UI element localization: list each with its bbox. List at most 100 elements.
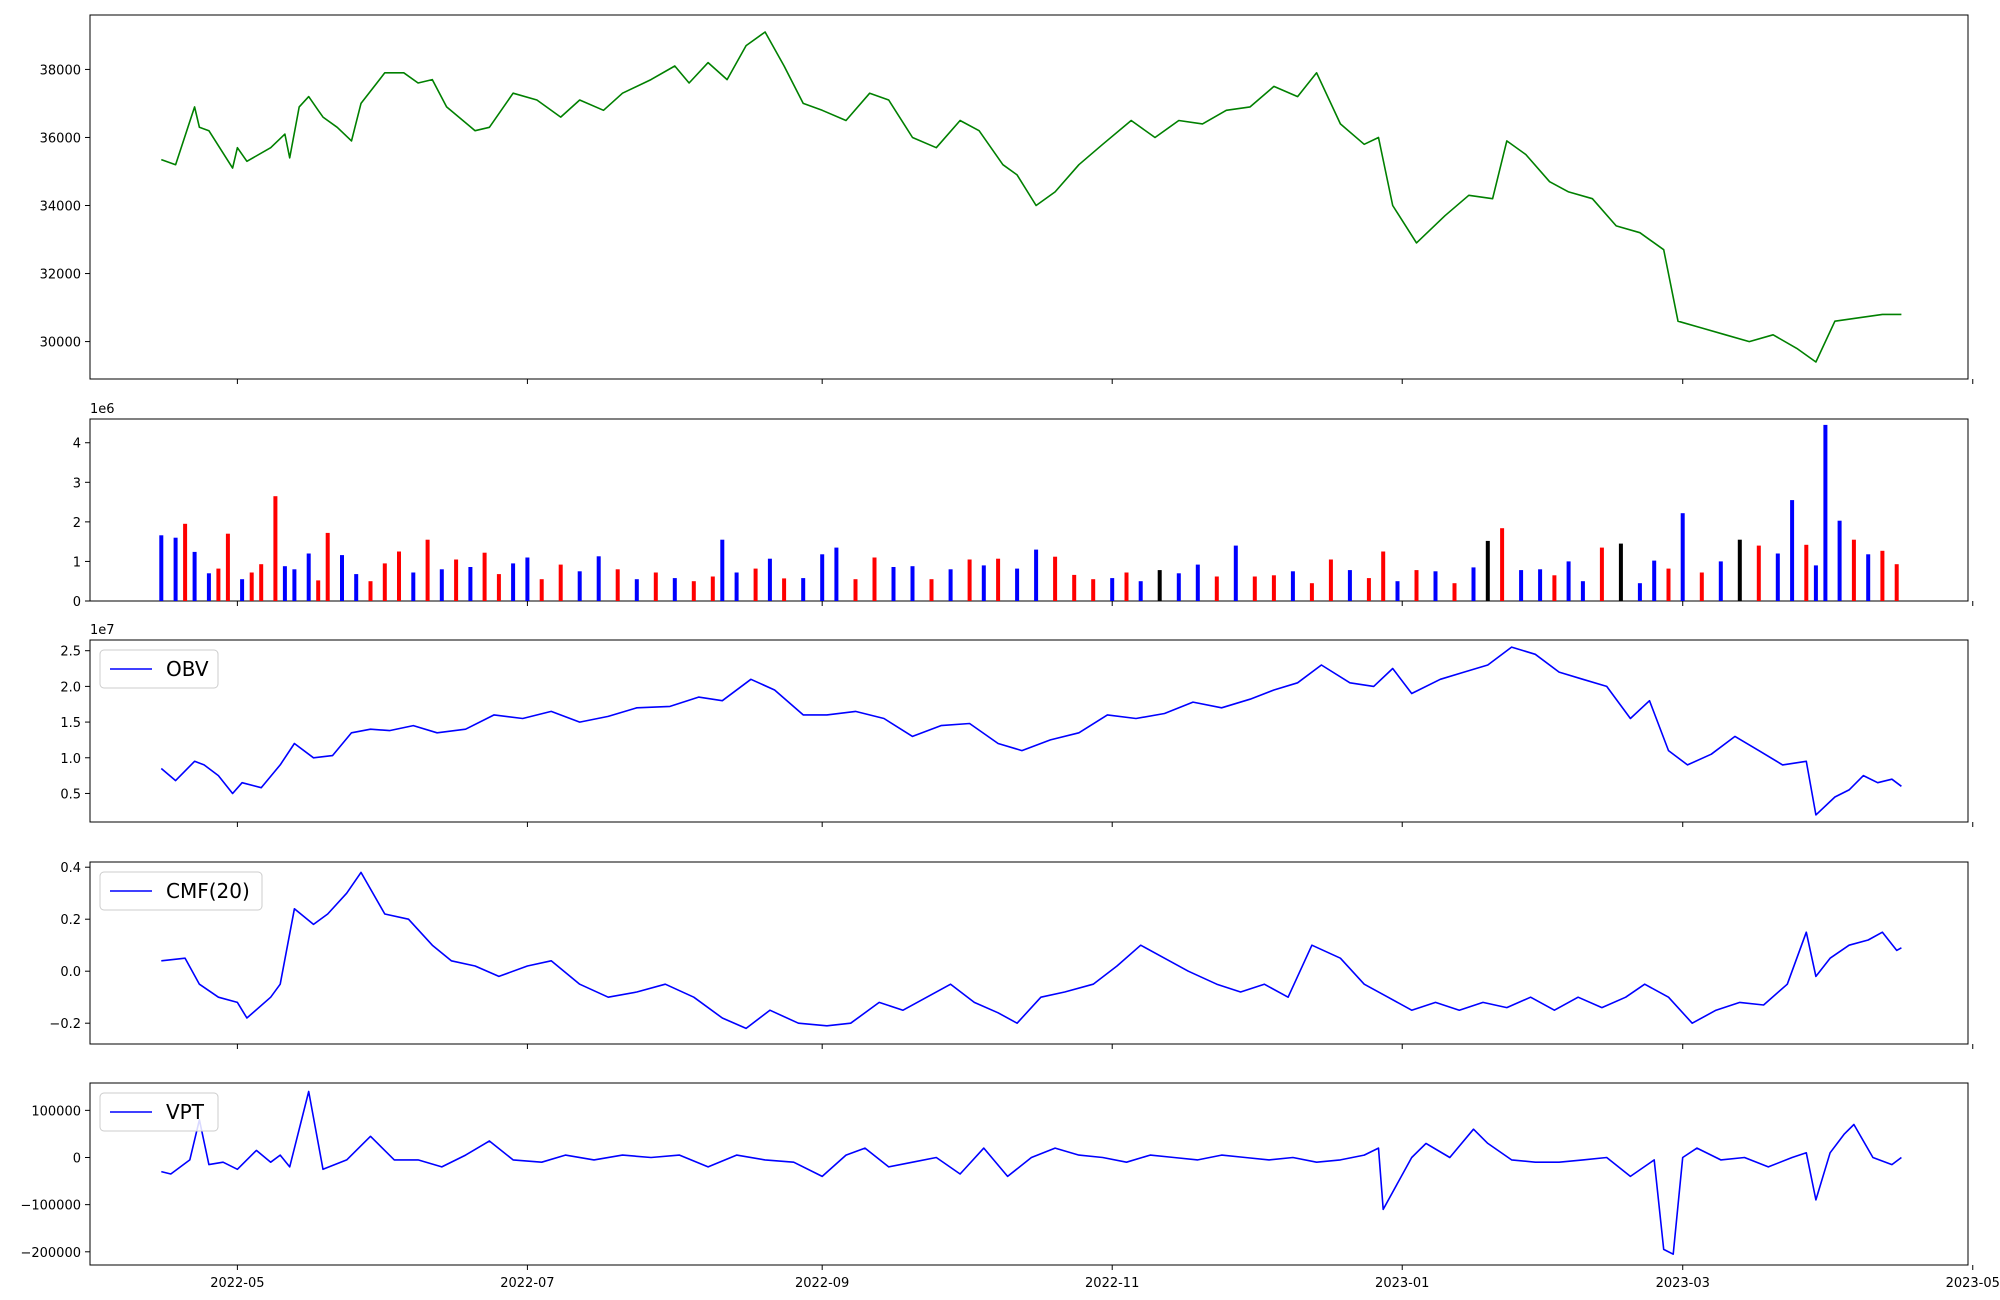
volume-bar (710, 576, 715, 601)
xtick-label: 2022-11 (1085, 1276, 1139, 1291)
volume-bar (1699, 572, 1704, 601)
obv-legend-box (99, 649, 219, 689)
xtick-label: 2022-05 (210, 1276, 264, 1291)
volume-bar (653, 572, 658, 601)
vpt-ytick-label: 100000 (31, 1104, 81, 1119)
vpt-legend-box (99, 1092, 219, 1132)
price-ytick-label: 38000 (40, 63, 81, 78)
volume-ytick-label: 2 (73, 516, 81, 531)
volume-bar (240, 579, 245, 601)
vpt-legend-label: VPT (166, 1100, 205, 1124)
volume-bar (967, 559, 972, 601)
volume-bar (1157, 570, 1162, 601)
volume-bar (910, 566, 915, 601)
volume-bar (225, 533, 230, 601)
volume-bar (1823, 424, 1828, 601)
volume-bar (820, 554, 825, 601)
volume-bar (1271, 575, 1276, 601)
volume-bar (340, 555, 344, 601)
volume-bar (216, 568, 221, 601)
volume-ytick-label: 0 (73, 595, 81, 610)
volume-bar (1485, 540, 1490, 601)
volume-bar (948, 569, 953, 601)
volume-bar (891, 567, 896, 601)
volume-bar (192, 551, 197, 601)
xtick-label: 2023-01 (1375, 1276, 1429, 1291)
volume-bar (720, 539, 725, 601)
volume-bar (1680, 513, 1685, 601)
volume-bar (397, 551, 401, 601)
price-ytick-label: 36000 (40, 131, 81, 146)
obv-axes-frame (89, 639, 1969, 823)
volume-bar (1091, 579, 1096, 601)
obv-ytick-label: 1.0 (60, 752, 81, 767)
volume-bar (1756, 545, 1761, 601)
volume-bar (1618, 543, 1623, 601)
volume-bar (1176, 573, 1181, 601)
volume-bar (1851, 539, 1856, 601)
xtick-label: 2023-03 (1656, 1276, 1710, 1291)
volume-bar (368, 581, 373, 601)
volume-bar (1214, 576, 1219, 601)
volume-bar (1737, 539, 1742, 601)
volume-bar (1072, 574, 1077, 601)
vpt-axes-frame (89, 1082, 1969, 1266)
cmf-series-line (161, 871, 1902, 1030)
volume-bar (853, 579, 858, 601)
volume-bar (1233, 545, 1238, 601)
volume-bar (1195, 564, 1200, 601)
volume-bar (734, 572, 739, 601)
volume-bar (1252, 576, 1257, 601)
volume-bar (1599, 547, 1604, 601)
volume-bar (316, 580, 321, 601)
volume-bar (615, 569, 620, 601)
vpt-panel: −200000 −100000 0 100000 2022-05 2022-07 2022-… (20, 1082, 2000, 1291)
volume-bar (1110, 578, 1115, 601)
vpt-ytick-label: −100000 (20, 1199, 81, 1214)
volume-bar (834, 547, 839, 601)
volume-bar (1718, 561, 1723, 601)
volume-bar (782, 578, 787, 601)
volume-bar (1395, 581, 1400, 601)
volume-bar (872, 557, 877, 601)
volume-bar (801, 578, 806, 601)
volume-bar (1471, 567, 1476, 601)
xtick-label: 2023-05 (1946, 1276, 2000, 1291)
volume-bar (1138, 581, 1143, 601)
volume-bar (929, 579, 934, 601)
volume-bar (1652, 560, 1657, 601)
xtick-label: 2022-09 (795, 1276, 849, 1291)
volume-bar (1452, 583, 1457, 601)
volume-bar (1880, 550, 1885, 601)
volume-bar (468, 567, 473, 601)
volume-bar (1433, 571, 1438, 601)
volume-bar (411, 572, 416, 601)
volume-offset-label: 1e6 (90, 402, 115, 417)
volume-bar (1837, 520, 1842, 601)
obv-series-line (160, 646, 1902, 816)
volume-bar (767, 558, 772, 601)
volume-bar (496, 574, 501, 601)
volume-axes-frame (89, 418, 1969, 602)
volume-bar (981, 565, 986, 601)
volume-bar (634, 579, 639, 601)
volume-bar (206, 573, 211, 601)
volume-ytick-label: 4 (73, 437, 81, 452)
volume-bar (1015, 568, 1020, 601)
price-axes-frame (89, 14, 1969, 380)
volume-bar (1775, 553, 1780, 601)
volume-bar (325, 532, 330, 601)
obv-legend-label: OBV (166, 657, 209, 681)
volume-bar (1894, 564, 1899, 601)
volume-bar (1804, 544, 1809, 601)
obv-ytick-label: 1.5 (60, 716, 81, 731)
volume-bar (1366, 578, 1371, 601)
obv-ytick-label: 0.5 (60, 787, 81, 802)
volume-bar (273, 496, 278, 601)
volume-bar (1580, 581, 1585, 601)
price-ytick-label: 32000 (40, 268, 81, 283)
volume-ytick-label: 1 (73, 555, 81, 570)
vpt-ytick-label: −200000 (20, 1246, 81, 1261)
volume-bar (259, 564, 264, 601)
